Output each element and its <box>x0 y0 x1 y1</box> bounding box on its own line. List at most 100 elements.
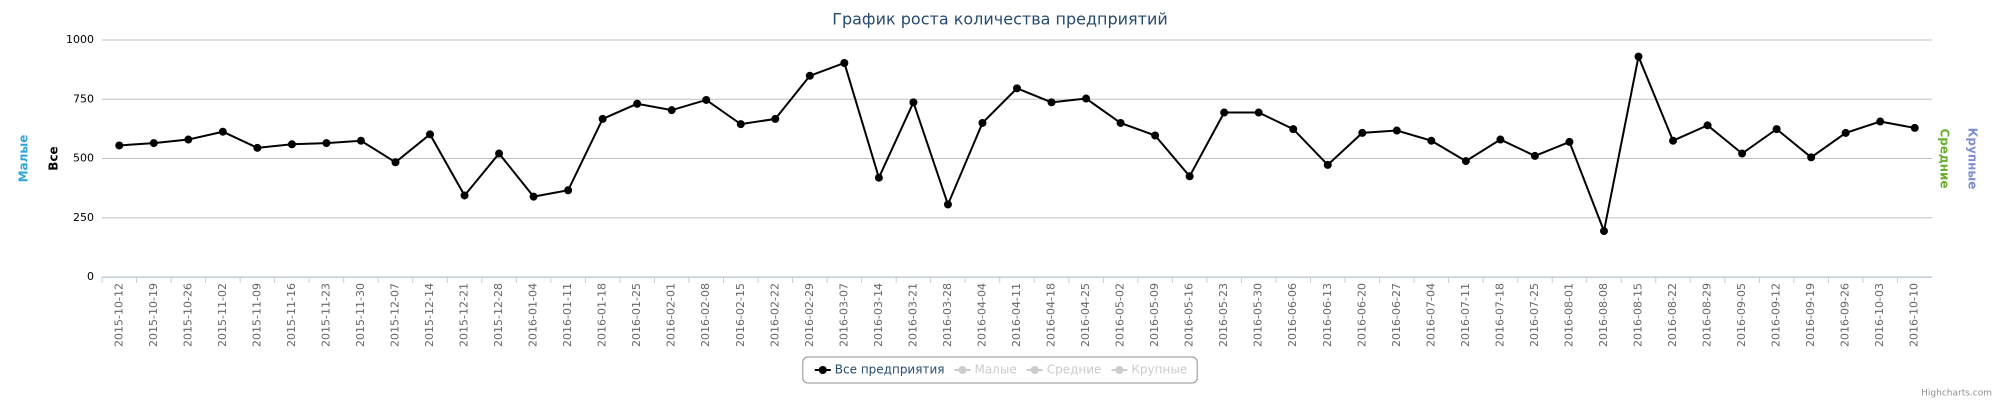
x-tick-label: 2016-02-29 <box>803 283 816 347</box>
x-tick-label: 2016-05-09 <box>1148 283 1161 347</box>
point <box>1358 128 1367 137</box>
x-tick-label: 2015-10-26 <box>181 283 194 347</box>
x-tick-label: 2016-01-25 <box>630 283 643 347</box>
x-tick-label: 2016-02-01 <box>665 283 678 347</box>
x-tick-label: 2016-08-15 <box>1632 283 1645 347</box>
point <box>1599 227 1608 236</box>
x-tick-label: 2016-06-20 <box>1355 283 1368 347</box>
y-tick-label: 1000 <box>66 33 94 46</box>
legend-item[interactable]: Средние <box>1026 363 1102 377</box>
point <box>1910 123 1919 132</box>
x-tick-label: 2016-07-11 <box>1459 283 1472 347</box>
x-tick-label: 2015-11-09 <box>250 283 263 347</box>
point <box>909 98 918 107</box>
point <box>460 191 469 200</box>
point <box>1669 136 1678 145</box>
point <box>322 139 331 148</box>
y-axis-title: Крупные <box>1966 128 1980 190</box>
x-tick-label: 2016-05-23 <box>1217 283 1230 347</box>
point <box>667 106 676 115</box>
point <box>1392 126 1401 135</box>
point <box>391 158 400 167</box>
legend-label: Средние <box>1047 363 1102 377</box>
point <box>1427 136 1436 145</box>
y-axis-title: Средние <box>1938 128 1952 188</box>
point <box>356 136 365 145</box>
point <box>115 141 124 150</box>
point <box>1703 121 1712 130</box>
x-tick-label: 2016-07-04 <box>1424 283 1437 347</box>
credits[interactable]: Highcharts.com <box>1921 389 1992 399</box>
point <box>1738 149 1747 158</box>
point <box>1254 108 1263 117</box>
x-tick-label: 2015-11-02 <box>216 283 229 347</box>
point <box>1116 118 1125 127</box>
x-tick-label: 2016-05-30 <box>1252 283 1265 347</box>
legend-item[interactable]: Крупные <box>1111 363 1187 377</box>
x-tick-label: 2016-07-25 <box>1528 283 1541 347</box>
point <box>1634 52 1643 61</box>
point <box>218 127 227 136</box>
x-tick-label: 2016-03-14 <box>872 283 885 347</box>
point <box>1047 98 1056 107</box>
point <box>1220 108 1229 117</box>
x-tick-label: 2016-02-08 <box>699 283 712 347</box>
point <box>978 118 987 127</box>
point <box>1151 131 1160 140</box>
point <box>426 130 435 139</box>
legend-box <box>802 356 1198 384</box>
point <box>287 140 296 149</box>
point <box>1841 128 1850 137</box>
x-tick-label: 2016-04-11 <box>1010 283 1023 347</box>
x-tick-label: 2016-03-21 <box>906 283 919 347</box>
point <box>1323 160 1332 169</box>
y-tick-label: 0 <box>87 270 94 283</box>
chart-title: График роста количества предприятий <box>832 10 1168 29</box>
x-tick-label: 2015-12-21 <box>458 283 471 347</box>
point <box>1013 84 1021 93</box>
legend: Все предприятия Малые Средние Крупные <box>802 356 1198 384</box>
x-tick-label: 2016-05-16 <box>1183 283 1196 347</box>
x-tick-label: 2016-08-01 <box>1562 283 1575 347</box>
point <box>1530 151 1539 160</box>
legend-item[interactable]: Малые <box>954 363 1017 377</box>
x-tick-label: 2016-10-10 <box>1908 283 1921 347</box>
x-tick-label: 2016-09-12 <box>1770 283 1783 347</box>
point <box>1807 153 1816 162</box>
point <box>805 71 814 80</box>
point <box>1461 157 1470 166</box>
point <box>253 143 262 152</box>
series-line <box>119 53 1915 235</box>
y-axis-title: Малые <box>17 135 31 183</box>
x-tick-label: 2015-11-16 <box>285 283 298 347</box>
x-tick-label: 2016-04-04 <box>975 283 988 347</box>
point <box>633 99 642 108</box>
x-tick-label: 2016-06-13 <box>1321 283 1334 347</box>
point <box>1772 125 1781 134</box>
x-tick-label: 2016-08-08 <box>1597 283 1610 347</box>
point <box>1289 125 1298 134</box>
point <box>495 149 504 158</box>
y-tick-label: 250 <box>73 211 94 224</box>
point <box>874 173 883 182</box>
x-tick-label: 2016-01-11 <box>561 283 574 347</box>
point <box>1565 137 1574 146</box>
legend-symbol <box>1115 366 1124 374</box>
legend-label: Малые <box>974 363 1016 377</box>
legend-label: Все предприятия <box>835 363 945 377</box>
point <box>184 135 193 144</box>
x-tick-label: 2016-08-22 <box>1666 283 1679 347</box>
legend-item[interactable]: Все предприятия <box>814 363 945 377</box>
x-tick-label: 2016-03-28 <box>941 283 954 347</box>
y-tick-label: 500 <box>73 152 94 165</box>
x-tick-label: 2015-12-07 <box>388 283 401 347</box>
x-tick-label: 2016-07-18 <box>1493 283 1506 347</box>
point <box>1876 117 1885 126</box>
legend-symbol <box>1030 366 1039 374</box>
x-tick-label: 2015-11-30 <box>354 283 367 347</box>
x-tick-label: 2016-04-18 <box>1045 283 1058 347</box>
point <box>736 120 745 129</box>
x-tick-label: 2016-02-15 <box>734 283 747 347</box>
x-tick-label: 2015-10-19 <box>147 283 160 347</box>
